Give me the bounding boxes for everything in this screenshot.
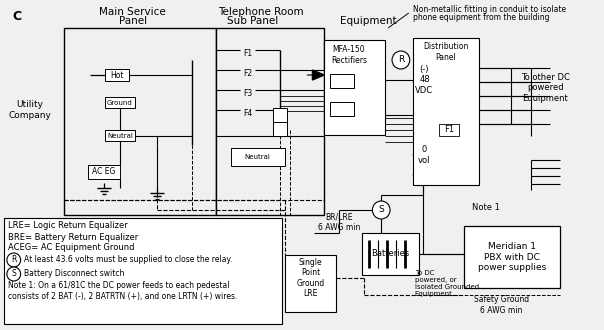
Text: Telephone Room: Telephone Room	[217, 7, 303, 17]
Bar	[439, 124, 459, 136]
Text: Battery Disconnect switch: Battery Disconnect switch	[24, 270, 124, 279]
Text: Neutral: Neutral	[107, 133, 133, 139]
Bar	[330, 74, 354, 88]
Text: To other DC
powered
Equipment: To other DC powered Equipment	[521, 73, 570, 103]
Text: BR/LRE
6 AWG min: BR/LRE 6 AWG min	[318, 212, 360, 232]
Bar	[4, 218, 282, 324]
Bar	[285, 255, 336, 312]
Text: ACEG= AC Equipment Ground: ACEG= AC Equipment Ground	[8, 244, 134, 252]
Bar	[105, 69, 129, 81]
Text: Equipment: Equipment	[340, 16, 397, 26]
Polygon shape	[312, 70, 324, 80]
Text: Batteries: Batteries	[371, 249, 409, 258]
Circle shape	[7, 253, 21, 267]
Bar	[273, 122, 287, 136]
Text: R: R	[398, 55, 404, 64]
Circle shape	[392, 51, 410, 69]
Text: +: +	[335, 99, 349, 117]
Bar	[64, 28, 216, 215]
Text: Main Service: Main Service	[99, 7, 166, 17]
Bar	[413, 38, 480, 185]
Text: LRE= Logic Return Equalizer: LRE= Logic Return Equalizer	[8, 221, 127, 230]
Text: Ground: Ground	[107, 100, 133, 106]
Text: Single
Point
Ground
LRE: Single Point Ground LRE	[297, 258, 324, 298]
Circle shape	[373, 201, 390, 219]
Bar	[216, 28, 324, 215]
Text: Safety Ground
6 AWG min: Safety Ground 6 AWG min	[474, 295, 528, 315]
Text: Note 1: On a 61/81C the DC power feeds to each pedestal: Note 1: On a 61/81C the DC power feeds t…	[8, 281, 230, 290]
Text: Utility
Company: Utility Company	[8, 100, 51, 120]
Text: Meridian 1
PBX with DC
power supplies: Meridian 1 PBX with DC power supplies	[478, 242, 546, 272]
Text: R: R	[11, 255, 16, 265]
Text: Non-metallic fitting in conduit to isolate: Non-metallic fitting in conduit to isola…	[413, 5, 566, 14]
Text: phone equipment from the building: phone equipment from the building	[413, 13, 549, 21]
Bar	[464, 226, 560, 288]
Text: MFA-150
Rectifiers: MFA-150 Rectifiers	[331, 45, 367, 65]
Circle shape	[7, 267, 21, 281]
Text: F1: F1	[243, 49, 252, 57]
Bar	[105, 97, 135, 108]
Text: At least 43.6 volts must be supplied to close the relay.: At least 43.6 volts must be supplied to …	[24, 255, 232, 265]
Bar	[231, 148, 285, 166]
Text: C: C	[13, 11, 22, 23]
Text: F2: F2	[243, 69, 252, 78]
Text: AC EG: AC EG	[92, 168, 116, 177]
Text: -: -	[339, 71, 345, 89]
Text: BRE= Battery Return Equalizer: BRE= Battery Return Equalizer	[8, 233, 138, 242]
Text: To DC
powered, or
Isolated Grounded
Equipment: To DC powered, or Isolated Grounded Equi…	[415, 270, 479, 297]
Text: S: S	[11, 270, 16, 279]
Text: Distribution
Panel: Distribution Panel	[423, 42, 469, 62]
Text: Neutral: Neutral	[245, 154, 271, 160]
Text: F4: F4	[243, 109, 252, 117]
Text: (-)
48
VDC: (-) 48 VDC	[416, 65, 434, 95]
Text: Panel: Panel	[118, 16, 147, 26]
Bar	[105, 130, 135, 141]
Text: 0
vol: 0 vol	[418, 145, 431, 165]
Text: consists of 2 BAT (-), 2 BATRTN (+), and one LRTN (+) wires.: consists of 2 BAT (-), 2 BATRTN (+), and…	[8, 292, 237, 302]
Bar	[273, 108, 287, 122]
Bar	[88, 165, 120, 179]
Text: F3: F3	[243, 88, 252, 97]
Text: S: S	[378, 206, 384, 214]
Text: Sub Panel: Sub Panel	[227, 16, 278, 26]
Text: Note 1: Note 1	[472, 204, 500, 213]
Text: Hot: Hot	[110, 71, 124, 80]
Bar	[330, 102, 354, 116]
Text: F1: F1	[444, 125, 454, 135]
Bar	[324, 40, 385, 135]
Bar	[362, 233, 419, 275]
